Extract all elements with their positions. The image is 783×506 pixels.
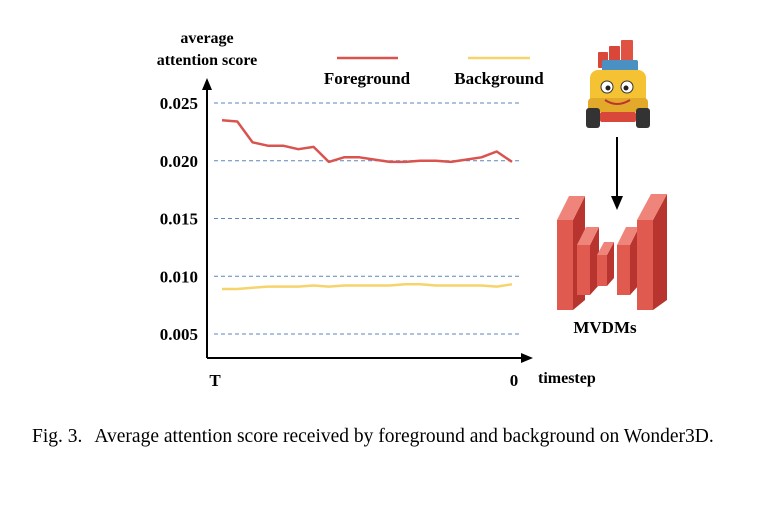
legend-label-foreground: Foreground (324, 69, 411, 88)
y-tick-label: 0.010 (160, 267, 198, 286)
caption-text: Average attention score received by fore… (94, 426, 714, 447)
y-tick-labels: 0.025 0.020 0.015 0.010 0.005 (160, 94, 198, 344)
x-axis-label: timestep (538, 370, 596, 387)
grid-lines (214, 102, 520, 335)
y-axis-label-line2: attention score (157, 52, 258, 69)
series-lines (221, 119, 513, 291)
series-line-foreground (221, 119, 513, 164)
y-tick-label: 0.020 (160, 152, 198, 171)
series-line-background (222, 283, 513, 291)
y-tick-label: 0.005 (160, 325, 198, 344)
flow-arrowhead (611, 196, 623, 210)
mvdm-unet-icon (557, 194, 667, 310)
y-tick-label: 0.025 (160, 94, 198, 113)
y-axis-label-line1: average (180, 30, 233, 47)
axes (202, 78, 533, 363)
x-axis-arrowhead (521, 353, 533, 363)
y-tick-label: 0.015 (160, 210, 198, 229)
x-tick-label-start: T (209, 371, 221, 390)
figure-caption: Fig. 3. Average attention score received … (32, 424, 783, 450)
y-axis-arrowhead (202, 78, 212, 90)
legend: Foreground Background (324, 56, 544, 88)
legend-label-background: Background (454, 69, 544, 88)
toy-truck-image (586, 40, 650, 128)
caption-label: Fig. 3. (32, 426, 83, 447)
figure-canvas: average attention score 0.0250.0200.0150… (157, 30, 667, 390)
mvdm-label: MVDMs (573, 318, 637, 337)
x-tick-label-end: 0 (510, 371, 519, 390)
